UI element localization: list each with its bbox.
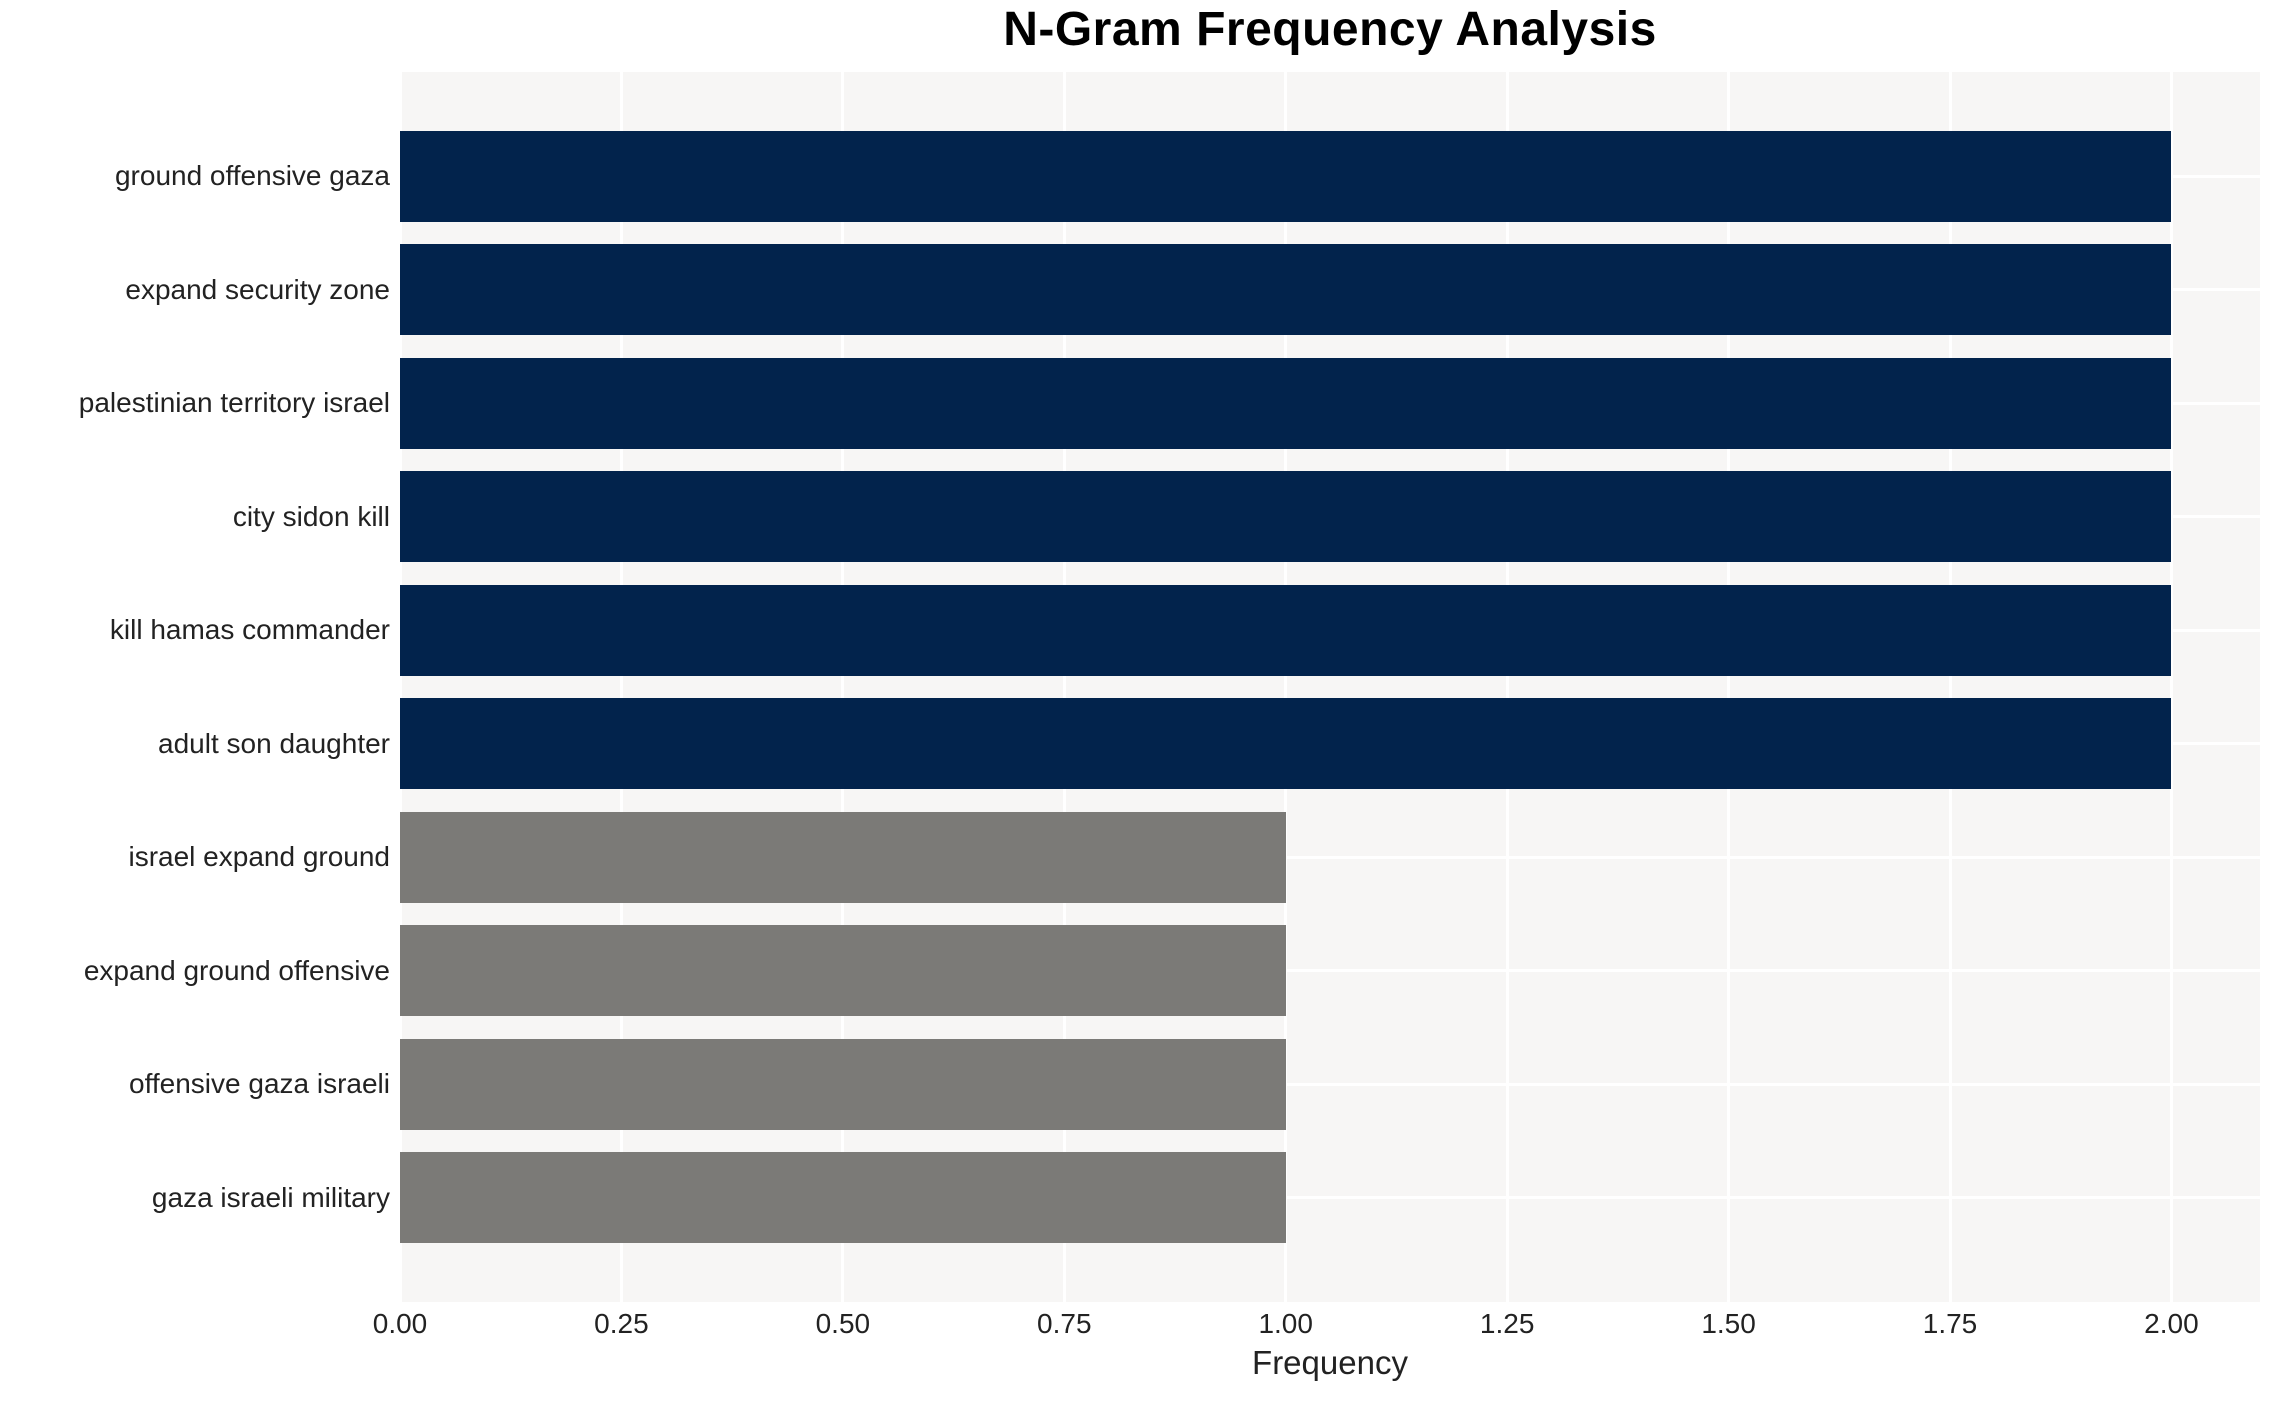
bar: [400, 130, 2172, 222]
bar: [400, 925, 1286, 1017]
x-tick-label: 0.00: [372, 1308, 428, 1339]
y-tick-label: offensive gaza israeli: [129, 1068, 390, 1100]
x-axis-label: Frequency: [1252, 1344, 1408, 1381]
bar: [400, 244, 2172, 336]
bar: [400, 1038, 1286, 1130]
x-tick-label: 0.25: [594, 1308, 649, 1339]
chart-title: N-Gram Frequency Analysis: [1003, 3, 1657, 56]
gridline-vertical: [1948, 72, 1952, 1302]
x-tick-label: 1.25: [1479, 1308, 1535, 1339]
y-tick-label: kill hamas commander: [109, 614, 390, 646]
gridline-vertical: [619, 72, 623, 1302]
bar: [400, 584, 2172, 676]
y-tick-label: expand ground offensive: [83, 954, 390, 986]
gridline-horizontal: [400, 969, 2260, 973]
bar: [400, 1152, 1286, 1244]
x-tick-label: 1.50: [1701, 1308, 1756, 1339]
gridline-vertical: [1505, 72, 1509, 1302]
plot-area: [400, 72, 2260, 1302]
x-tick-label: 1.75: [1922, 1308, 1978, 1339]
gridline-vertical: [1062, 72, 1066, 1302]
x-tick-label: 0.75: [1037, 1308, 1092, 1339]
y-tick-label: gaza israeli military: [151, 1181, 390, 1213]
y-tick-label: ground offensive gaza: [114, 160, 390, 192]
bar: [400, 698, 2172, 790]
y-tick-label: city sidon kill: [232, 500, 390, 532]
x-tick-label: 2.00: [2144, 1308, 2199, 1339]
x-tick-label: 1.00: [1258, 1308, 1313, 1339]
x-tick-label: 0.50: [815, 1308, 871, 1339]
gridline-vertical: [841, 72, 845, 1302]
y-tick-label: palestinian territory israel: [78, 387, 390, 419]
gridline-horizontal: [400, 1196, 2260, 1200]
bar: [400, 811, 1286, 903]
gridline-vertical: [1727, 72, 1731, 1302]
bar: [400, 357, 2172, 449]
gridline-vertical: [1284, 72, 1288, 1302]
y-tick-label: adult son daughter: [158, 727, 390, 759]
gridline-vertical: [2169, 72, 2173, 1302]
y-tick-label: expand security zone: [125, 273, 390, 305]
gridline-horizontal: [400, 1082, 2260, 1086]
y-tick-label: israel expand ground: [128, 841, 390, 873]
gridline-vertical: [400, 72, 402, 1302]
bar: [400, 471, 2172, 563]
gridline-horizontal: [400, 855, 2260, 859]
